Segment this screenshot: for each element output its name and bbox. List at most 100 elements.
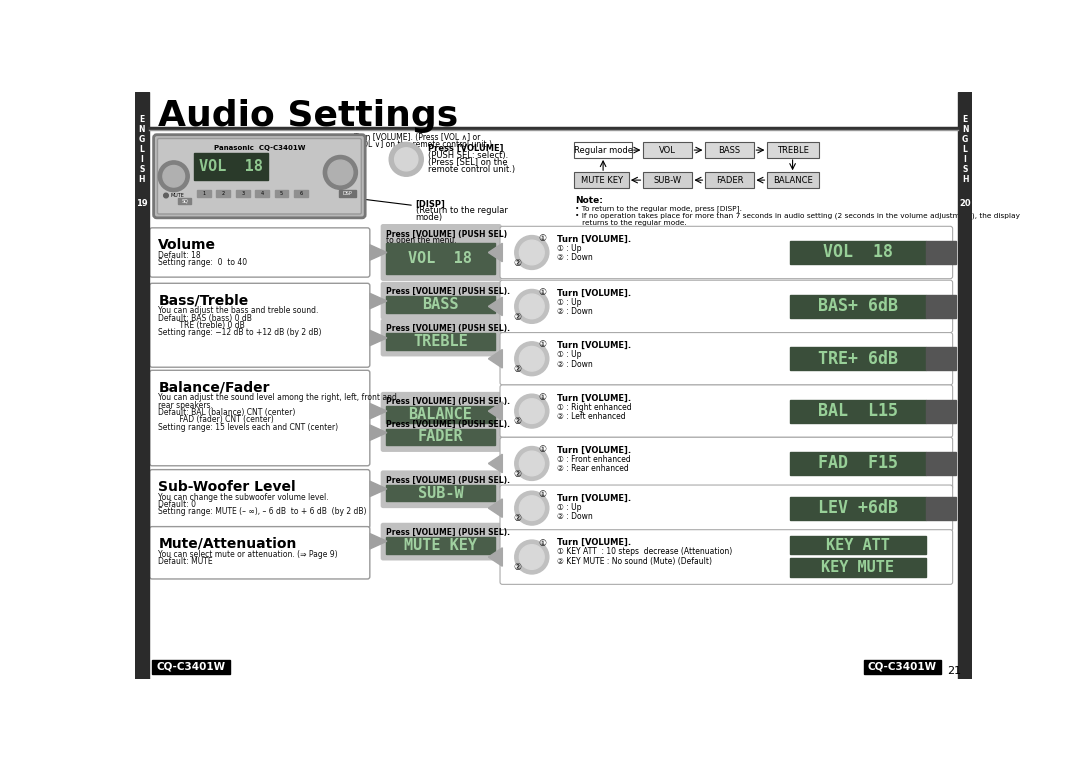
Text: TRE (treble) 0 dB: TRE (treble) 0 dB	[159, 321, 245, 330]
Bar	[789, 497, 926, 520]
Polygon shape	[369, 245, 387, 260]
Bar	[387, 429, 495, 445]
Text: KEY MUTE: KEY MUTE	[821, 560, 894, 575]
Text: Setting range: MUTE (– ∞), – 6 dB  to + 6 dB  (by 2 dB): Setting range: MUTE (– ∞), – 6 dB to + 6…	[159, 507, 367, 517]
Text: ②: ②	[514, 365, 522, 374]
Text: Turn [VOLUME]. (Press [VOL ∧] or: Turn [VOLUME]. (Press [VOL ∧] or	[353, 133, 480, 142]
Text: You can adjust the bass and treble sound.: You can adjust the bass and treble sound…	[159, 307, 319, 315]
Text: G: G	[139, 135, 145, 143]
Text: Regular mode: Regular mode	[573, 146, 633, 155]
Circle shape	[394, 148, 418, 171]
Text: Press [VOLUME] (PUSH SEL).: Press [VOLUME] (PUSH SEL).	[387, 324, 510, 333]
Text: Turn [VOLUME].: Turn [VOLUME].	[557, 494, 632, 503]
Text: DSP: DSP	[342, 191, 352, 196]
Bar	[927, 347, 956, 370]
Bar	[927, 497, 956, 520]
FancyBboxPatch shape	[380, 414, 501, 452]
Text: Bass/Treble: Bass/Treble	[159, 293, 248, 307]
Text: ① KEY ATT  : 10 steps  decrease (Attenuation): ① KEY ATT : 10 steps decrease (Attenuati…	[557, 547, 732, 556]
Bar	[178, 198, 191, 204]
Bar	[387, 537, 495, 554]
Text: ①: ①	[539, 393, 546, 402]
Text: TRE+ 6dB: TRE+ 6dB	[818, 349, 897, 368]
FancyBboxPatch shape	[643, 143, 692, 158]
Bar	[339, 190, 356, 197]
Text: N: N	[962, 124, 969, 134]
Text: [VOL ∨] on the remote control unit.): [VOL ∨] on the remote control unit.)	[353, 140, 491, 149]
Text: H: H	[962, 175, 969, 184]
Text: N: N	[138, 124, 145, 134]
Text: Default: MUTE: Default: MUTE	[159, 557, 213, 566]
Circle shape	[519, 451, 544, 476]
Text: ①: ①	[539, 490, 546, 499]
FancyBboxPatch shape	[500, 530, 953, 584]
Bar	[789, 347, 926, 370]
Polygon shape	[488, 349, 502, 368]
FancyBboxPatch shape	[153, 135, 365, 218]
Text: Setting range: −12 dB to +12 dB (by 2 dB): Setting range: −12 dB to +12 dB (by 2 dB…	[159, 328, 322, 337]
Text: SUB-W: SUB-W	[653, 175, 681, 185]
Text: You can adjust the sound level among the right, left, front and: You can adjust the sound level among the…	[159, 394, 397, 402]
Text: ① : Up: ① : Up	[557, 244, 582, 253]
Text: Turn [VOLUME].: Turn [VOLUME].	[557, 235, 632, 244]
Bar	[789, 452, 926, 475]
Bar	[255, 190, 269, 197]
Text: L: L	[962, 145, 968, 153]
Text: 20: 20	[152, 665, 166, 675]
Bar	[789, 241, 926, 264]
FancyBboxPatch shape	[150, 228, 369, 277]
Text: Press [VOLUME] (PUSH SEL).: Press [VOLUME] (PUSH SEL).	[387, 420, 510, 429]
Text: ① : Right enhanced: ① : Right enhanced	[557, 403, 632, 412]
Circle shape	[163, 166, 185, 187]
Text: (Return to the regular: (Return to the regular	[416, 206, 508, 215]
Bar	[152, 660, 230, 674]
Text: 1: 1	[202, 191, 205, 196]
Circle shape	[164, 193, 168, 198]
FancyBboxPatch shape	[150, 526, 369, 579]
Text: ② : Left enhanced: ② : Left enhanced	[557, 412, 626, 421]
Bar	[135, 92, 149, 679]
Text: MUTE KEY: MUTE KEY	[404, 538, 477, 553]
Polygon shape	[369, 533, 387, 549]
Text: E: E	[139, 114, 145, 124]
FancyBboxPatch shape	[150, 470, 369, 528]
Text: • If no operation takes place for more than 7 seconds in audio setting (2 second: • If no operation takes place for more t…	[576, 212, 1021, 219]
FancyBboxPatch shape	[150, 370, 369, 465]
Text: Sub-Woofer Level: Sub-Woofer Level	[159, 480, 296, 494]
Text: Default: BAL (balance) CNT (center): Default: BAL (balance) CNT (center)	[159, 408, 296, 417]
Text: Press [VOLUME] (PUSH SEL).: Press [VOLUME] (PUSH SEL).	[387, 476, 510, 485]
Text: G: G	[962, 135, 968, 143]
Text: returns to the regular mode.: returns to the regular mode.	[576, 221, 687, 226]
Text: Volume: Volume	[159, 238, 216, 252]
Text: VOL  18: VOL 18	[408, 251, 472, 266]
Text: 4: 4	[260, 191, 264, 196]
Text: I: I	[140, 155, 144, 164]
Text: ①: ①	[539, 288, 546, 297]
FancyBboxPatch shape	[767, 143, 819, 158]
Text: BAS+ 6dB: BAS+ 6dB	[818, 298, 897, 315]
Text: S: S	[962, 165, 968, 174]
FancyBboxPatch shape	[380, 224, 501, 281]
Text: SQ: SQ	[181, 198, 188, 204]
Circle shape	[515, 491, 549, 525]
Text: ②: ②	[514, 259, 522, 268]
Text: You can change the subwoofer volume level.: You can change the subwoofer volume leve…	[159, 493, 329, 502]
Text: 3: 3	[241, 191, 244, 196]
FancyBboxPatch shape	[500, 385, 953, 437]
Text: BALANCE: BALANCE	[408, 407, 472, 422]
Text: 5: 5	[280, 191, 283, 196]
FancyBboxPatch shape	[380, 319, 501, 356]
Text: VOL  18: VOL 18	[199, 159, 262, 174]
Polygon shape	[488, 548, 502, 566]
Text: TREBLE: TREBLE	[413, 334, 468, 349]
Text: ② KEY MUTE : No sound (Mute) (Default): ② KEY MUTE : No sound (Mute) (Default)	[557, 557, 713, 565]
Circle shape	[515, 446, 549, 481]
FancyBboxPatch shape	[150, 283, 369, 367]
Text: mode): mode)	[416, 213, 443, 222]
Circle shape	[515, 289, 549, 324]
Circle shape	[515, 236, 549, 269]
Text: 2: 2	[221, 191, 225, 196]
FancyBboxPatch shape	[500, 437, 953, 490]
Circle shape	[389, 143, 423, 176]
Text: ②: ②	[514, 514, 522, 523]
